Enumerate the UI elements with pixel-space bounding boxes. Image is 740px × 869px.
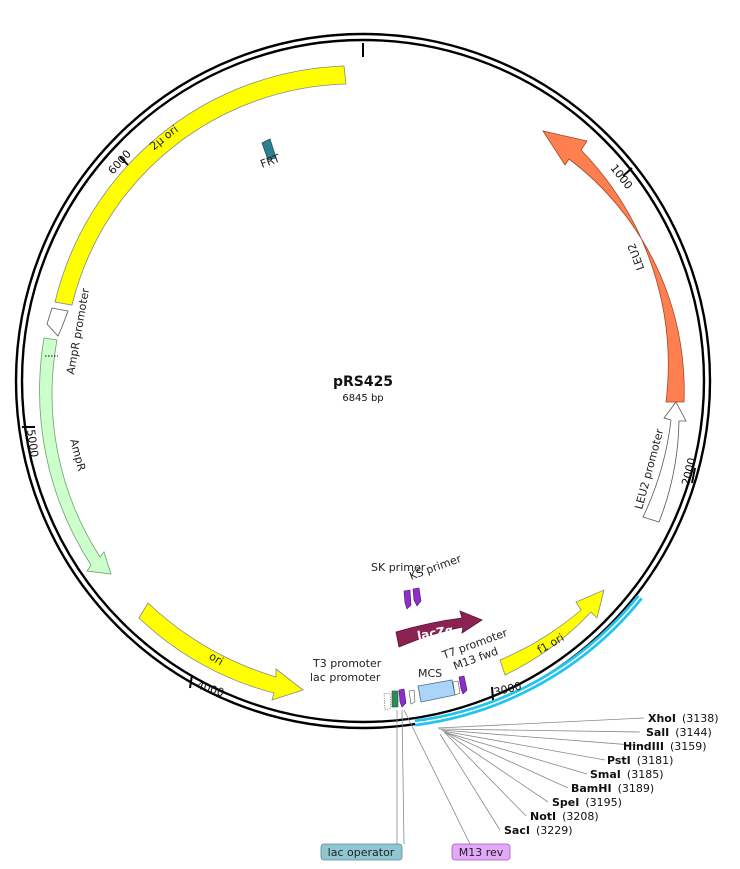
- tick-label-5000: 5000: [24, 429, 41, 459]
- restriction-site-psti[interactable]: PstI (3181): [607, 754, 673, 767]
- m13-rev-label-box[interactable]: M13 rev: [451, 843, 511, 861]
- restriction-site-sali[interactable]: SalI (3144): [646, 726, 712, 739]
- feature-ks-primer-label: KS primer: [408, 552, 464, 583]
- feature-lac-promoter-label: lac promoter: [310, 671, 381, 684]
- backbone-outer: [14, 32, 712, 730]
- lac-operator-label: lac operator: [328, 846, 395, 859]
- m13-rev-label: M13 rev: [459, 846, 504, 859]
- restriction-site-hindiii[interactable]: HindIII (3159): [623, 740, 707, 753]
- tick-5000: 5000: [22, 426, 41, 459]
- lac-operator-label-box[interactable]: lac operator: [320, 843, 403, 861]
- svg-text:BamHI(3189): BamHI (3189): [571, 782, 654, 795]
- restriction-site-lines: [437, 717, 646, 831]
- plasmid-length: 6845 bp: [342, 393, 383, 404]
- mcs-cluster: [383, 675, 468, 711]
- feature-ori-arrow[interactable]: [138, 602, 304, 701]
- backbone-inner: [20, 38, 706, 724]
- feature-frt-arrow[interactable]: [261, 138, 277, 161]
- svg-text:XhoI(3138): XhoI (3138): [648, 712, 719, 725]
- feature-ori-label: ori: [207, 650, 226, 668]
- feature-leu2-promoter-arrow[interactable]: [642, 401, 687, 523]
- restriction-site-spei[interactable]: SpeI (3195): [552, 796, 622, 809]
- feature-sk-primer-label: SK primer: [371, 561, 426, 574]
- restriction-site-smai[interactable]: SmaI (3185): [590, 768, 663, 781]
- restriction-site-noti[interactable]: NotI (3208): [530, 810, 599, 823]
- svg-text:NotI(3208): NotI (3208): [530, 810, 599, 823]
- feature-ampr-label: AmpR: [67, 437, 88, 472]
- feature-ampr-promoter-arrow[interactable]: [46, 307, 69, 337]
- restriction-site-xhoi[interactable]: XhoI (3138): [648, 712, 719, 725]
- feature-f1-ori-arrow[interactable]: [499, 589, 605, 676]
- feature-t3-promoter-label: T3 promoter: [312, 657, 382, 670]
- feature-mcs-box[interactable]: [417, 679, 456, 703]
- feature-lacz-alpha-label: lacZα: [416, 623, 454, 643]
- svg-text:SacI(3229): SacI (3229): [504, 824, 573, 837]
- svg-text:SpeI(3195): SpeI (3195): [552, 796, 622, 809]
- feature-mcs-label: MCS: [418, 667, 442, 680]
- feature-leu2-label: LEU2: [625, 241, 647, 272]
- svg-text:SmaI(3185): SmaI (3185): [590, 768, 663, 781]
- restriction-site-bamhi[interactable]: BamHI (3189): [571, 782, 654, 795]
- feature-leu2-arrow[interactable]: [542, 130, 685, 403]
- feature-ampr-arrow[interactable]: [39, 337, 112, 575]
- feature-lacz-alpha-arrow[interactable]: [395, 610, 483, 648]
- svg-text:SalI(3144): SalI (3144): [646, 726, 712, 739]
- svg-text:PstI(3181): PstI (3181): [607, 754, 673, 767]
- sk-ks-primer-markers: [403, 587, 422, 610]
- feature-frt-label: FRT: [259, 152, 282, 171]
- plasmid-name: pRS425: [333, 374, 393, 390]
- feature-2u-ori-arrow[interactable]: [54, 65, 347, 306]
- tick-label-4000: 4000: [195, 678, 226, 699]
- restriction-site-saci[interactable]: SacI (3229): [504, 824, 573, 837]
- svg-text:HindIII(3159): HindIII (3159): [623, 740, 707, 753]
